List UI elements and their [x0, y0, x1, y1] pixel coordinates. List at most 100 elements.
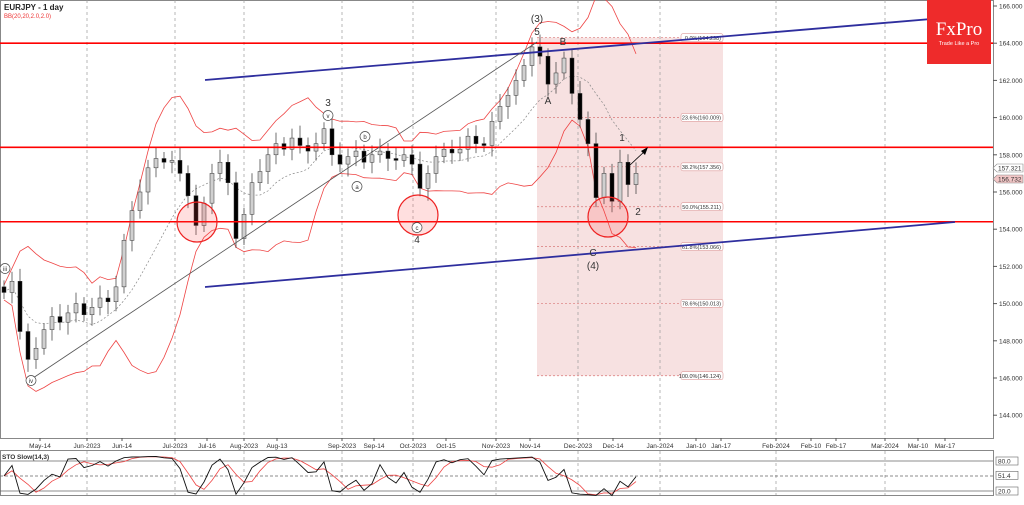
channel-lower-line — [204, 221, 956, 288]
wave-label-circle — [25, 375, 37, 386]
y-tick-label: 146.000 — [999, 376, 1023, 383]
wave-label: 1 — [619, 133, 625, 144]
stoch-level-tag — [995, 456, 1019, 466]
bearish-candle — [593, 143, 599, 198]
y-tick-label: 144.000 — [999, 413, 1023, 420]
bullish-candle — [257, 171, 263, 183]
bullish-candle — [633, 173, 639, 185]
bullish-candle — [369, 154, 375, 163]
highlight-circle — [587, 196, 629, 238]
wave-label: A — [545, 96, 552, 107]
x-tick-label: Sep-14 — [364, 443, 385, 450]
bearish-candle — [545, 55, 551, 85]
bullish-candle — [505, 95, 511, 107]
x-tick-label: Mar-2024 — [871, 443, 899, 450]
bollinger-middle-band — [3, 75, 637, 325]
x-tick-label: Dec-14 — [603, 443, 624, 450]
price-tag — [992, 163, 1024, 173]
fib-level-label: 100.0%(146.124) — [679, 374, 721, 380]
bullish-candle — [129, 210, 135, 241]
bearish-candle — [297, 137, 303, 146]
wave-label-circle — [322, 110, 334, 121]
bullish-candle — [33, 347, 39, 360]
bearish-candle — [385, 150, 391, 159]
highlight-circle — [176, 201, 218, 243]
bullish-candle — [97, 297, 103, 308]
bullish-candle — [153, 158, 159, 169]
bearish-candle — [409, 154, 415, 165]
x-tick-label: Sep-2023 — [328, 443, 357, 450]
bullish-candle — [73, 303, 79, 314]
x-tick-label: Dec-2023 — [564, 443, 593, 450]
x-tick-label: Feb-2024 — [762, 443, 790, 450]
highlight-circle — [397, 194, 439, 236]
x-tick-label: Aug-2023 — [230, 443, 259, 450]
stoch-level-tag — [995, 486, 1019, 496]
x-tick-label: Jun-14 — [112, 443, 132, 450]
fib-level-label: 23.6%(160.009) — [682, 116, 721, 122]
fib-level-label: 61.8%(153.066) — [682, 245, 721, 251]
fib-level-label: 50.0%(155.211) — [682, 205, 721, 211]
bullish-candle — [489, 121, 495, 146]
x-tick-label: May-14 — [29, 443, 51, 450]
bearish-candle — [449, 148, 455, 154]
bollinger-upper-band — [3, 0, 637, 286]
bearish-candle — [57, 316, 63, 323]
bullish-candle — [377, 150, 383, 156]
bullish-candle — [113, 286, 119, 302]
channel-upper-line — [204, 16, 956, 81]
stoch-main-line — [3, 456, 637, 497]
x-tick-label: Mar-17 — [935, 443, 956, 450]
wave-label: 2 — [635, 207, 641, 218]
y-tick-label: 158.000 — [999, 152, 1023, 159]
bearish-candle — [25, 331, 31, 360]
bearish-candle — [1, 286, 7, 293]
stoch-level-label: 20.0 — [998, 489, 1011, 496]
bullish-candle — [497, 106, 503, 122]
y-tick-label: 150.000 — [999, 301, 1023, 308]
fib-label-box — [680, 113, 724, 122]
wave-label: 4 — [414, 235, 420, 246]
logo-brand: FxPro — [935, 19, 983, 40]
bearish-candle — [105, 297, 111, 302]
bullish-candle — [441, 148, 447, 157]
fib-label-box — [680, 371, 724, 380]
x-tick-label: Oct-2023 — [400, 443, 427, 450]
stoch-level-label: 80.0 — [998, 459, 1011, 466]
bearish-candle — [193, 195, 199, 226]
bullish-candle — [601, 173, 607, 198]
plot-frame — [0, 0, 994, 439]
bullish-candle — [513, 80, 519, 96]
bullish-candle — [145, 167, 151, 193]
bullish-candle — [345, 156, 351, 165]
wave-label-circle — [351, 181, 363, 192]
x-tick-label: Oct-15 — [436, 443, 456, 450]
x-tick-label: Jan-10 — [686, 443, 706, 450]
y-tick-label: 152.000 — [999, 264, 1023, 271]
wave-label: iv — [29, 379, 33, 385]
bearish-candle — [609, 173, 615, 202]
fib-label-box — [680, 202, 724, 211]
wave-label-circle — [0, 263, 11, 274]
y-tick-label: 164.000 — [999, 41, 1023, 48]
bullish-candle — [425, 173, 431, 189]
wave-label: iii — [3, 267, 7, 273]
trend-line — [29, 41, 538, 381]
wave-label: b — [363, 135, 367, 141]
bullish-candle — [49, 316, 55, 330]
y-tick-label: 154.000 — [999, 227, 1023, 234]
stoch-level-label: 51.4 — [998, 473, 1011, 480]
wave-label: c — [416, 226, 419, 232]
arrow-head-icon — [641, 147, 648, 155]
bullish-candle — [433, 156, 439, 174]
wave-label: a — [355, 185, 359, 191]
stoch-level-tag — [995, 470, 1019, 480]
wave-label-circle — [411, 222, 423, 233]
bullish-candle — [217, 161, 223, 174]
bullish-candle — [41, 329, 47, 349]
wave-label: 5 — [534, 27, 540, 38]
bullish-candle — [521, 65, 527, 81]
bearish-candle — [17, 281, 23, 332]
